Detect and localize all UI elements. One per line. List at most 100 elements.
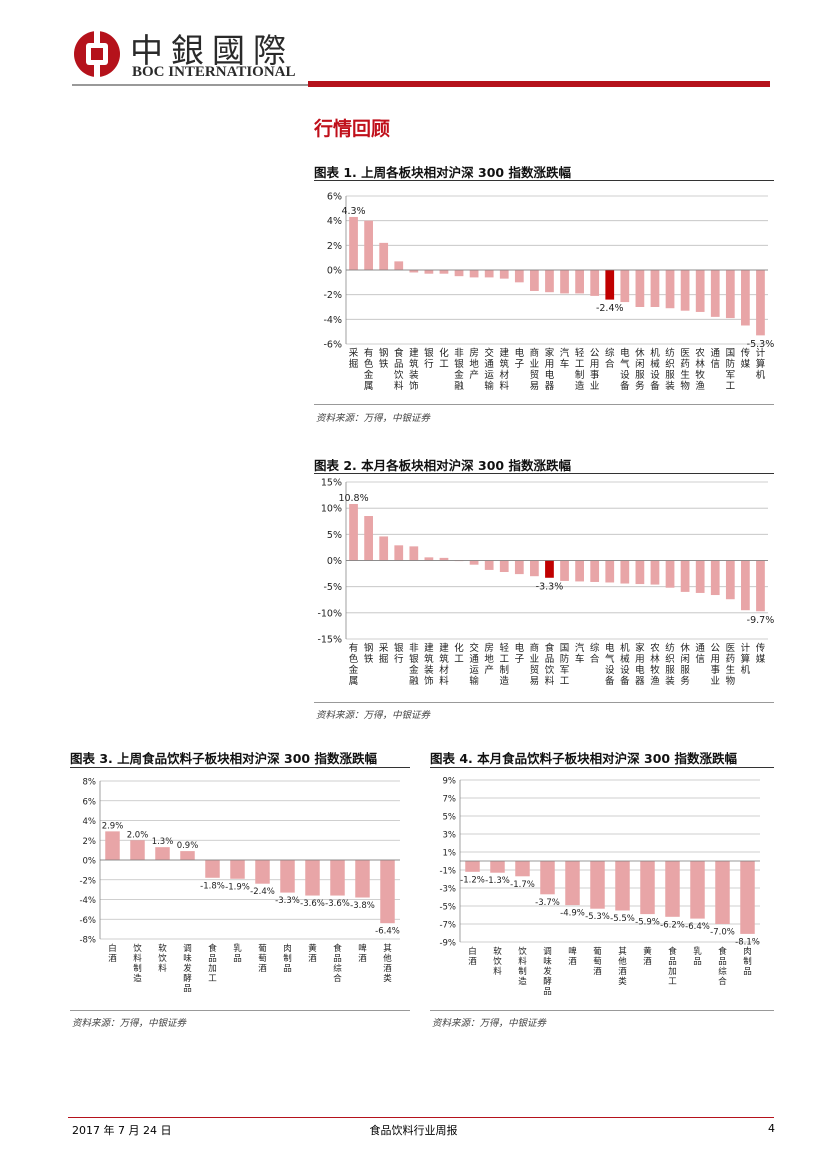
x-tick-label: 其他酒类 — [383, 944, 392, 984]
section-title: 行情回顾 — [314, 118, 391, 140]
chart-2: 15% 10% 5% 0% -5% -10% -15% 10.8% 有色金属钢铁采掘银行非银金融… — [317, 478, 774, 688]
x-tick-label: 房地产 — [469, 347, 479, 381]
figure-4-rule — [430, 767, 774, 768]
x-tick-label: 计算机 — [741, 642, 751, 676]
x-tick-label: 建筑装饰 — [424, 642, 434, 687]
x-tick-label: 白酒 — [468, 946, 477, 967]
header-accent-bar — [308, 81, 770, 87]
x-tick-label: 农林牧渔 — [695, 347, 705, 392]
x-tick-label: 医药生物 — [726, 643, 736, 687]
bar — [105, 831, 120, 860]
y-tick-label: -5% — [439, 903, 456, 913]
figure-3-title: 图表 3. 上周食品饮料子板块相对沪深 300 指数涨跌幅 — [70, 751, 377, 766]
bar — [725, 560, 735, 600]
figure-4-source: 资料来源：万得，中银证券 — [432, 1018, 547, 1029]
bar — [740, 861, 755, 934]
bar — [545, 560, 554, 578]
x-tick-label: 农林牧渔 — [650, 642, 660, 687]
y-tick-label: -2% — [79, 876, 96, 886]
y-tick-label: 4% — [83, 817, 97, 827]
y-tick-label: -15% — [317, 635, 342, 646]
data-label: -2.4% — [250, 887, 275, 897]
x-tick-label: 休闲服务 — [680, 642, 690, 687]
x-tick-label: 调味发酵品 — [183, 944, 192, 994]
x-tick-label: 综合 — [590, 642, 600, 665]
bar — [255, 860, 270, 884]
x-tick-label: 钢铁 — [364, 642, 374, 665]
data-label: -5.5% — [610, 914, 635, 924]
figure-1-source: 资料来源：万得，中银证券 — [316, 413, 431, 424]
bar — [650, 270, 660, 307]
y-tick-label: -5% — [324, 582, 343, 593]
x-tick-label: 食品加工 — [208, 943, 217, 984]
bar — [394, 545, 404, 561]
x-tick-label: 电气设备 — [620, 347, 630, 392]
bar — [349, 216, 358, 270]
bar — [465, 861, 480, 872]
bar — [469, 270, 479, 278]
data-label: 10.8% — [338, 493, 368, 504]
bar — [695, 560, 705, 593]
footer-report-title: 食品饮料行业周报 — [369, 1124, 458, 1137]
bar — [514, 560, 524, 575]
figure-4-title: 图表 4. 本月食品饮料子板块相对沪深 300 指数涨跌幅 — [430, 751, 737, 766]
x-tick-label: 通信 — [710, 348, 720, 370]
x-tick-label: 交通运输 — [469, 642, 479, 687]
bar — [590, 270, 600, 296]
bar — [230, 860, 245, 879]
data-label: 2.0% — [127, 830, 149, 840]
bar — [741, 270, 750, 326]
y-tick-label: 5% — [443, 813, 457, 823]
figure-1-rule — [314, 180, 774, 181]
x-tick-label: 其他酒类 — [618, 947, 627, 987]
data-label: -6.4% — [685, 922, 710, 932]
data-label: -6.2% — [660, 920, 685, 930]
x-tick-label: 食品加工 — [668, 946, 677, 987]
x-tick-label: 公用事业 — [590, 348, 600, 392]
data-label: -9.7% — [747, 615, 774, 626]
bar — [424, 270, 434, 274]
figure-2-rule — [314, 473, 774, 474]
y-tick-label: 5% — [327, 530, 342, 541]
x-tick-label: 轻工制造 — [499, 642, 509, 687]
data-label: -7.0% — [710, 928, 735, 938]
x-tick-label: 传媒 — [741, 347, 751, 370]
page-number: 4 — [768, 1122, 775, 1135]
x-tick-label: 房地产 — [484, 642, 494, 676]
bar — [665, 861, 680, 917]
bar — [710, 560, 720, 596]
bar — [380, 860, 395, 924]
bar — [330, 860, 345, 896]
bar — [409, 270, 419, 273]
data-label: -8.1% — [735, 937, 760, 947]
bar — [364, 220, 373, 270]
bar — [690, 861, 705, 919]
x-tick-label: 白酒 — [108, 943, 117, 964]
x-tick-label: 电气设备 — [605, 642, 615, 687]
bar — [379, 536, 389, 561]
x-tick-label: 家用电器 — [545, 347, 555, 392]
x-tick-label: 有色金属 — [364, 347, 374, 392]
x-tick-label: 传媒 — [756, 642, 766, 665]
x-tick-label: 建筑材料 — [439, 642, 449, 687]
data-label: 1.3% — [152, 837, 174, 847]
data-label: -4.9% — [560, 909, 585, 919]
x-tick-label: 葡萄酒 — [593, 946, 602, 977]
y-tick-label: 10% — [321, 504, 342, 515]
bar — [484, 270, 494, 278]
bar — [715, 861, 730, 924]
bar — [756, 560, 765, 612]
data-label: -3.6% — [300, 899, 325, 909]
y-tick-label: -4% — [79, 896, 96, 906]
y-tick-label: 9% — [443, 777, 457, 787]
bar — [130, 840, 145, 860]
y-tick-label: 15% — [321, 478, 342, 489]
chart-1: 6% 4% 2% 0% -2% -4% -6% 4.3% 采掘有色金属钢铁食品饮料建筑装饰银行化… — [324, 192, 775, 393]
footer-divider — [68, 1117, 774, 1118]
bar — [305, 860, 320, 896]
brand-name-en: BOC INTERNATIONAL — [132, 64, 296, 80]
x-tick-label: 非银金融 — [409, 642, 419, 687]
x-tick-label: 建筑装饰 — [409, 347, 419, 392]
x-tick-label: 电子 — [515, 347, 525, 370]
y-tick-label: 0% — [327, 556, 342, 567]
